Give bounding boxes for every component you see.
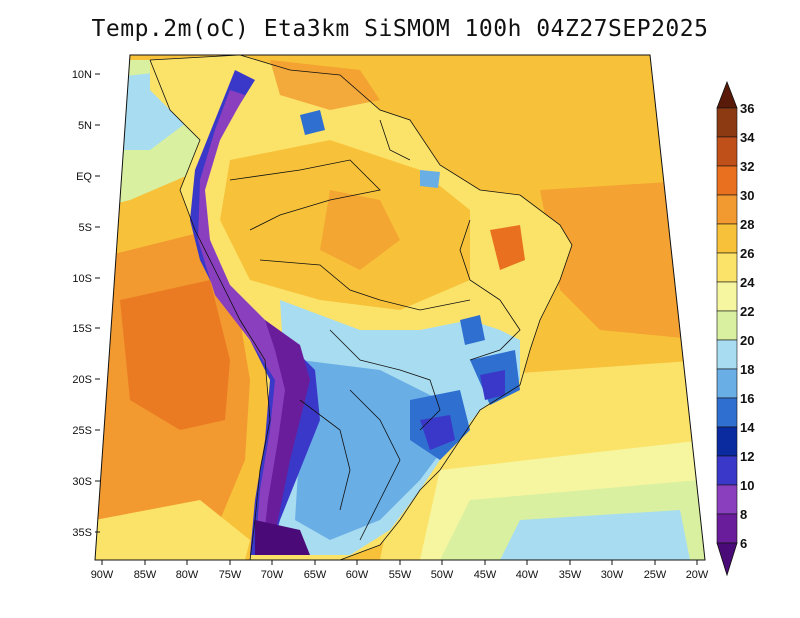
northern-border: [229, 159, 381, 231]
colorbar-label-6: 6: [740, 536, 747, 551]
lon-label-65w: 65W: [304, 569, 327, 581]
colorbar-label-28: 28: [740, 217, 754, 232]
lon-label-30w: 30W: [601, 569, 624, 581]
southern-border: [349, 389, 401, 541]
lon-label-20w: 20W: [686, 569, 709, 581]
colorbar-segment: [716, 310, 738, 341]
colorbar-segment: [716, 281, 738, 312]
colorbar: 36 34 32 30 28 26 24 22 20 18 16 14 12 1…: [716, 80, 755, 577]
guiana-highland-patch: [300, 110, 325, 135]
colorbar-label-24: 24: [740, 275, 755, 290]
lon-label-60w: 60W: [346, 569, 369, 581]
lat-label-5s: 5S: [79, 222, 92, 234]
northeast-hot-spot: [490, 225, 525, 270]
amazon-border: [259, 259, 471, 311]
lon-label-75w: 75W: [219, 569, 242, 581]
map-frame: [94, 54, 706, 561]
lon-label-35w: 35W: [559, 569, 582, 581]
colorbar-label-8: 8: [740, 507, 747, 522]
colorbar-label-34: 34: [740, 130, 755, 145]
pacific-hot-core: [120, 280, 230, 430]
guiana-border: [379, 119, 411, 161]
colorbar-label-36: 36: [740, 101, 754, 116]
amapa-cool-patch: [420, 170, 440, 188]
colorbar-segments: [716, 107, 738, 544]
argentina-border: [299, 399, 351, 511]
lat-label-35s: 35S: [72, 527, 92, 539]
colorbar-segment: [716, 513, 738, 544]
colorbar-segment: [716, 165, 738, 196]
lon-label-55w: 55W: [389, 569, 412, 581]
colorbar-label-26: 26: [740, 246, 754, 261]
lat-label-eq: EQ: [76, 171, 92, 183]
lon-label-45w: 45W: [474, 569, 497, 581]
colorbar-segment: [716, 107, 738, 138]
lat-label-10s: 10S: [72, 273, 92, 285]
andes-coldest-band: [262, 320, 310, 555]
lat-label-5n: 5N: [78, 120, 92, 132]
east-border: [469, 299, 521, 361]
colorbar-segment: [716, 339, 738, 370]
amazon-hot-core: [320, 190, 400, 270]
colorbar-label-14: 14: [740, 420, 755, 435]
lat-label-10n: 10N: [72, 69, 92, 81]
colorbar-label-10: 10: [740, 478, 754, 493]
minas-coldest: [480, 370, 505, 400]
colorbar-label-22: 22: [740, 304, 754, 319]
northeast-border: [459, 219, 501, 301]
colorbar-label-12: 12: [740, 449, 754, 464]
atlantic-coastline: [149, 55, 573, 560]
country-borders: [149, 55, 573, 560]
atlantic-warm-area: [540, 180, 705, 340]
colorbar-label-18: 18: [740, 362, 754, 377]
lat-label-25s: 25S: [72, 425, 92, 437]
colorbar-bottom-arrow: [716, 542, 738, 577]
pacific-coastline: [149, 59, 271, 560]
lon-label-25w: 25W: [644, 569, 667, 581]
colorbar-segment: [716, 426, 738, 457]
lon-label-80w: 80W: [176, 569, 199, 581]
colorbar-segment: [716, 368, 738, 399]
north-coast-warm: [270, 60, 380, 110]
patagonia-coldest: [255, 520, 310, 555]
colorbar-label-30: 30: [740, 188, 754, 203]
map-field: [95, 55, 705, 560]
colorbar-label-20: 20: [740, 333, 754, 348]
southeast-coldest: [420, 415, 455, 450]
central-border: [329, 329, 441, 431]
colorbar-segment: [716, 397, 738, 428]
colorbar-segment: [716, 223, 738, 254]
colorbar-segment: [716, 194, 738, 225]
colorbar-segment: [716, 252, 738, 283]
lat-label-15s: 15S: [72, 323, 92, 335]
colorbar-segment: [716, 455, 738, 486]
lon-label-85w: 85W: [134, 569, 157, 581]
lon-label-50w: 50W: [431, 569, 454, 581]
map-title: Temp.2m(oC) Eta3km SiSMOM 100h 04Z27SEP2…: [91, 16, 709, 42]
latitude-axis: 10N 5N EQ 5S 10S 15S 20S 25S 30S 35S: [72, 69, 100, 539]
colorbar-label-32: 32: [740, 159, 754, 174]
pacific-south-band: [95, 500, 250, 560]
colorbar-top-arrow: [716, 80, 738, 109]
longitude-axis: 90W 85W 80W 75W 70W 65W 60W 55W 50W 45W …: [91, 560, 709, 581]
lon-label-90w: 90W: [91, 569, 114, 581]
goias-cold-patch: [460, 315, 485, 345]
lat-label-20s: 20S: [72, 374, 92, 386]
atlantic-south-coolest: [500, 510, 690, 560]
lon-label-40w: 40W: [516, 569, 539, 581]
colorbar-segment: [716, 484, 738, 515]
colorbar-segment: [716, 136, 738, 167]
colorbar-label-16: 16: [740, 391, 754, 406]
lat-label-30s: 30S: [72, 476, 92, 488]
lon-label-70w: 70W: [261, 569, 284, 581]
